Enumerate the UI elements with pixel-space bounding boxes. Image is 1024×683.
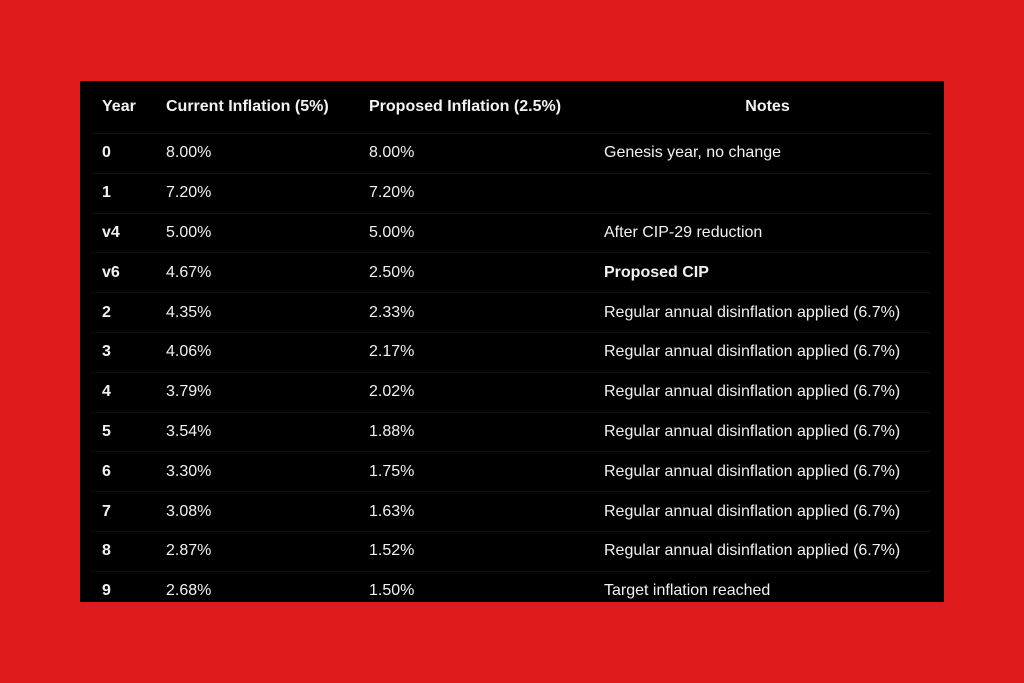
table-row: 9 2.68% 1.50% Target inflation reached (91, 571, 931, 610)
cell-year: 3 (91, 332, 155, 373)
column-header-proposed-inflation: Proposed Inflation (2.5%) (358, 81, 593, 134)
column-header-year: Year (91, 81, 155, 134)
cell-notes: Target inflation reached (604, 582, 771, 600)
cell-proposed-inflation: 5.00% (358, 213, 593, 254)
cell-year: 9 (102, 582, 111, 600)
cell-proposed-inflation: 1.50% (369, 582, 415, 600)
cell-proposed-inflation: 7.20% (358, 173, 593, 214)
table-row: 5 3.54% 1.88% Regular annual disinflation a… (91, 412, 931, 453)
table-row: 3 4.06% 2.17% Regular annual disinflation a… (91, 332, 931, 373)
table-row: 2 4.35% 2.33% Regular annual disinflation a… (91, 292, 931, 333)
cell-current-inflation: 3.54% (155, 412, 358, 453)
cell-year: v4 (91, 213, 155, 254)
table-row: 4 3.79% 2.02% Regular annual disinflation a… (91, 372, 931, 413)
table-row: 6 3.30% 1.75% Regular annual disinflation a… (91, 451, 931, 493)
cell-current-inflation: 8.00% (155, 133, 358, 174)
cell-current-inflation: 2.87% (155, 531, 358, 572)
cell-year: 7 (91, 491, 155, 532)
cell-notes: Proposed CIP (593, 252, 931, 294)
table-row: 7 3.08% 1.63% Regular annual disinflation a… (91, 491, 931, 532)
inflation-table: Year Current Inflation (5%) Proposed Inf… (91, 81, 931, 611)
cell-proposed-inflation: 1.63% (358, 491, 593, 532)
cell-notes: Regular annual disinflation applied (6.7… (593, 412, 931, 453)
table-panel: Year Current Inflation (5%) Proposed Inf… (80, 81, 944, 602)
cell-current-inflation: 5.00% (155, 213, 358, 254)
table-row: v4 5.00% 5.00% After CIP-29 reduction (91, 213, 931, 254)
cell-notes: Regular annual disinflation applied (6.7… (593, 531, 931, 572)
cell-proposed-inflation: 1.75% (358, 451, 593, 493)
cell-proposed-inflation: 2.02% (358, 372, 593, 413)
cell-proposed-inflation: 2.33% (358, 292, 593, 333)
cell-notes: Regular annual disinflation applied (6.7… (593, 332, 931, 373)
column-header-notes: Notes (593, 81, 931, 134)
table-row: 1 7.20% 7.20% (91, 173, 931, 214)
table-row: 8 2.87% 1.52% Regular annual disinflation a… (91, 531, 931, 572)
cell-notes (593, 173, 931, 214)
cell-notes: Genesis year, no change (593, 133, 931, 174)
cell-current-inflation: 3.08% (155, 491, 358, 532)
cell-notes: Regular annual disinflation applied (6.7… (593, 491, 931, 532)
cell-year: 0 (91, 133, 155, 174)
cell-current-inflation: 7.20% (155, 173, 358, 214)
cell-notes: Regular annual disinflation applied (6.7… (593, 292, 931, 333)
cell-proposed-inflation: 8.00% (358, 133, 593, 174)
cell-current-inflation: 3.79% (155, 372, 358, 413)
cell-current-inflation: 4.35% (155, 292, 358, 333)
cell-proposed-inflation: 1.88% (358, 412, 593, 453)
cell-current-inflation: 2.68% (166, 582, 212, 600)
cell-current-inflation: 4.67% (155, 252, 358, 294)
cell-notes: After CIP-29 reduction (593, 213, 931, 254)
table-row: v6 4.67% 2.50% Proposed CIP (91, 252, 931, 294)
cell-proposed-inflation: 2.17% (358, 332, 593, 373)
table-row: 0 8.00% 8.00% Genesis year, no change (91, 133, 931, 174)
cell-current-inflation: 4.06% (155, 332, 358, 373)
cell-year: 4 (91, 372, 155, 413)
cell-year: 1 (91, 173, 155, 214)
cell-current-inflation: 3.30% (155, 451, 358, 493)
cell-year: 5 (91, 412, 155, 453)
cell-year: 6 (91, 451, 155, 493)
cell-notes: Regular annual disinflation applied (6.7… (593, 451, 931, 493)
cell-proposed-inflation: 2.50% (358, 252, 593, 294)
table-header-row: Year Current Inflation (5%) Proposed Inf… (91, 81, 931, 134)
column-header-current-inflation: Current Inflation (5%) (155, 81, 358, 134)
cell-year: 8 (91, 531, 155, 572)
cell-year: 2 (91, 292, 155, 333)
cell-year: v6 (91, 252, 155, 294)
cell-notes: Regular annual disinflation applied (6.7… (593, 372, 931, 413)
cell-proposed-inflation: 1.52% (358, 531, 593, 572)
table-body: 0 8.00% 8.00% Genesis year, no change 1 7.20%… (91, 133, 931, 611)
